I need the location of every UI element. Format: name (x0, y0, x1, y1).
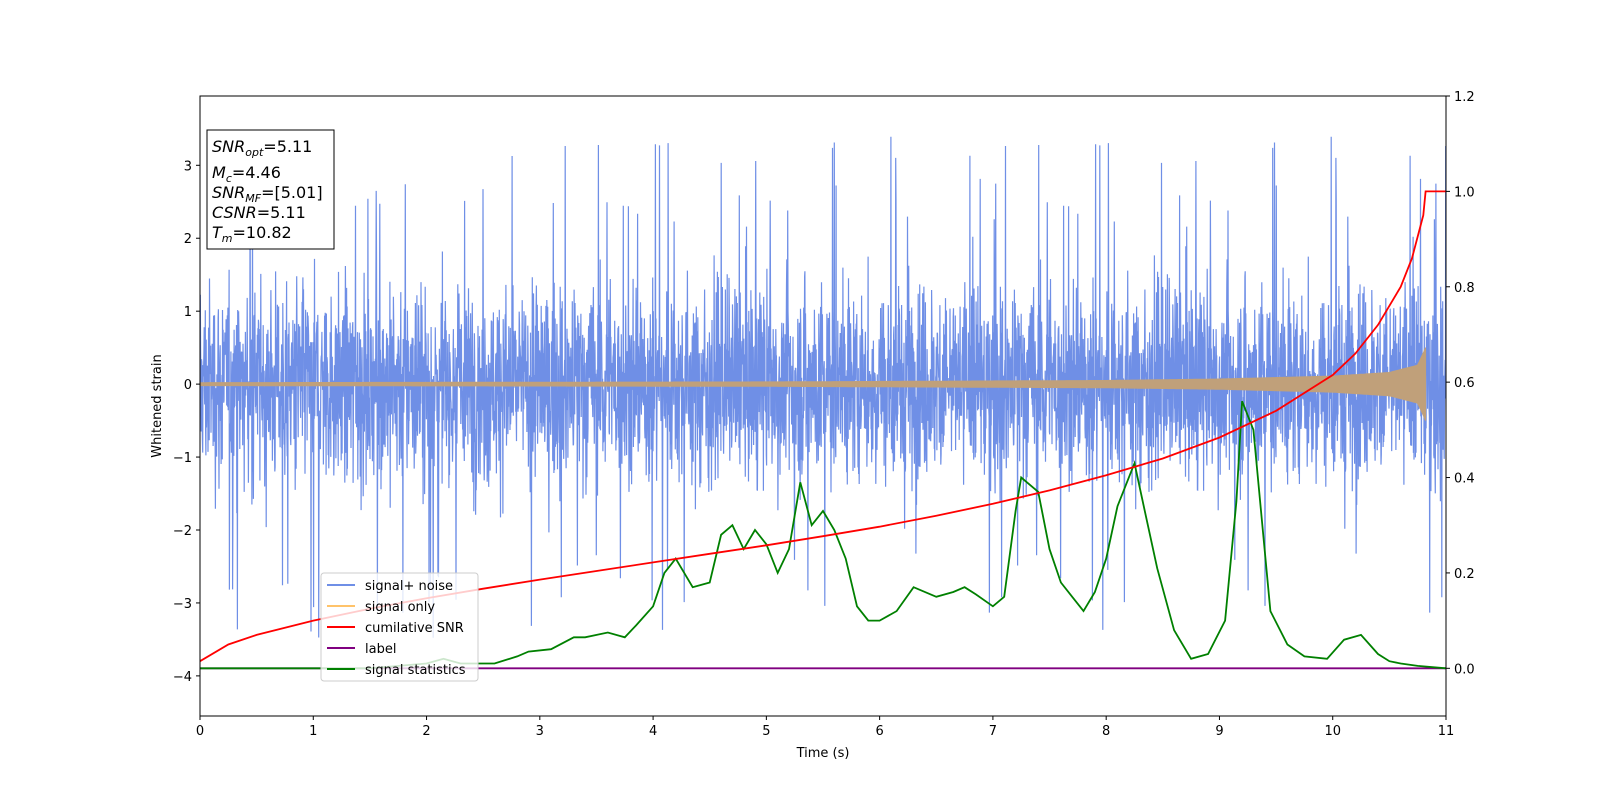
x-tick-label: 1 (309, 724, 317, 739)
x-tick-label: 0 (196, 724, 204, 739)
x-tick-label: 8 (1102, 724, 1110, 739)
legend-label-signal-noise: signal+ noise (365, 579, 453, 594)
y-tick-label: −1 (173, 451, 192, 466)
x-tick-label: 3 (536, 724, 544, 739)
info-box: SNRopt=5.11 Mc=4.46 SNRMF=[5.01] CSNR=5.… (206, 129, 335, 250)
info-csnr: CSNR=5.11 (212, 203, 306, 222)
x-tick-label: 6 (875, 724, 883, 739)
x-axis-label: Time (s) (796, 746, 850, 761)
info-snr-opt: SNRopt=5.11 (212, 137, 312, 159)
y-axis-left: −4 −3 −2 −1 0 1 2 3 (173, 159, 200, 685)
info-box-frame (206, 129, 335, 250)
series-signal-statistics (200, 400, 1446, 670)
series-signal-only (200, 347, 1427, 421)
axes-frame (199, 95, 1447, 717)
y-tick-label: 2 (184, 232, 192, 247)
y2-tick-label: 0.2 (1454, 567, 1475, 582)
y-tick-label: −2 (173, 524, 192, 539)
y2-tick-label: 0.4 (1454, 472, 1475, 487)
y2-tick-label: 1.2 (1454, 90, 1475, 105)
legend-label-cumulative-snr: cumilative SNR (365, 621, 464, 636)
legend-frame (320, 572, 479, 682)
legend-label-label: label (365, 642, 396, 657)
x-tick-label: 2 (422, 724, 430, 739)
info-tm: Tm=10.82 (212, 223, 292, 245)
y-tick-label: 3 (184, 159, 192, 174)
y-tick-label: −3 (173, 597, 192, 612)
y-tick-label: 1 (184, 305, 192, 320)
y-tick-label: −4 (173, 670, 192, 685)
legend: signal+ noise signal only cumilative SNR… (320, 572, 479, 682)
x-tick-label: 9 (1215, 724, 1223, 739)
x-tick-label: 10 (1324, 724, 1341, 739)
y2-tick-label: 1.0 (1454, 185, 1475, 200)
legend-label-signal-only: signal only (365, 600, 435, 615)
y-axis-label: Whitened strain (150, 354, 165, 457)
y2-tick-label: 0.8 (1454, 281, 1475, 296)
x-tick-label: 5 (762, 724, 770, 739)
y2-tick-label: 0.6 (1454, 376, 1475, 391)
y2-tick-label: 0.0 (1454, 662, 1475, 677)
x-tick-label: 11 (1438, 724, 1455, 739)
y-axis-right: 0.0 0.2 0.4 0.6 0.8 1.0 1.2 (1446, 90, 1475, 677)
x-tick-label: 7 (989, 724, 997, 739)
x-tick-label: 4 (649, 724, 657, 739)
x-axis: 0 1 2 3 4 5 6 7 8 9 10 11 (196, 716, 1454, 739)
y-tick-label: 0 (184, 378, 192, 393)
legend-label-signal-statistics: signal statistics (365, 663, 466, 678)
info-snr-mf: SNRMF=[5.01] (212, 183, 323, 205)
info-mc: Mc=4.46 (212, 163, 281, 185)
